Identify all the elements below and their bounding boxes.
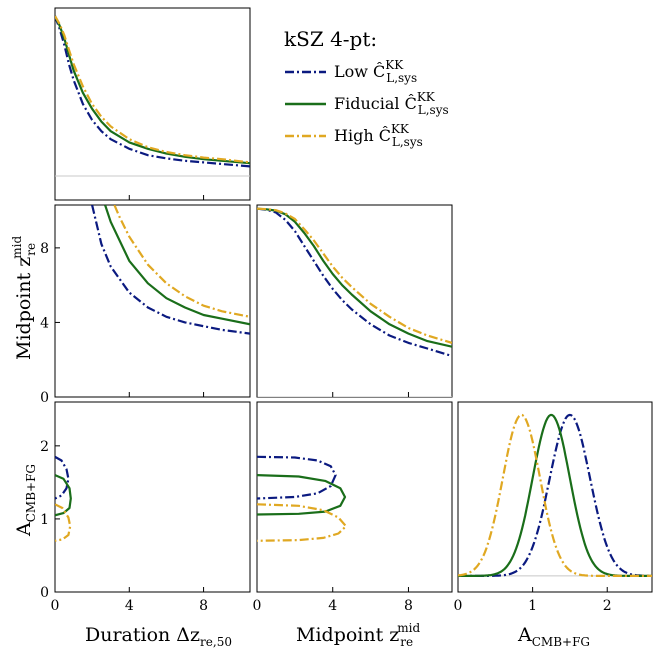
panel-amplitude-marginal-frame — [457, 401, 653, 593]
x-axis-label-duration: Duration Δzre,50 — [85, 624, 232, 649]
midpoint-x-label-sub: re — [400, 635, 413, 649]
midpoint-y-label-sub: re — [24, 243, 38, 256]
legend-entry-low: Low ĈKK L,sys — [285, 58, 417, 85]
p33-xtick-label: 0 — [454, 598, 463, 614]
p21-ytick-label: 0 — [40, 390, 49, 406]
midpoint-y-label-sup: mid — [10, 235, 24, 258]
amplitude-marginal-fiducial — [458, 413, 652, 577]
contour-amp-mid-high — [257, 503, 348, 542]
midpoint-y-label-main: Midpoint z — [13, 257, 35, 360]
contour-amp-dur-fiducial — [55, 474, 72, 517]
svg-text:Midpoint zmidre: Midpoint zmidre — [296, 621, 421, 649]
y-axis-label-midpoint: Midpoint zmidre — [10, 235, 38, 360]
midpoint-marginal-low — [257, 207, 452, 358]
contour-mid-dur-low — [91, 205, 250, 335]
p31-ytick-label: 2 — [40, 439, 49, 455]
midpoint-x-label-main: Midpoint z — [296, 624, 399, 646]
legend-label: Low ĈKK L,sys — [334, 58, 417, 85]
panel-amplitude-vs-midpoint-frame — [256, 401, 453, 593]
panel-midpoint-vs-duration: 0 4 8 — [40, 204, 251, 406]
p32-xtick-label: 4 — [328, 598, 337, 614]
panel-amplitude-vs-duration: 0 4 8 0 1 2 — [40, 401, 251, 614]
p31-ytick-label: 0 — [40, 585, 49, 601]
panel-duration-marginal-frame — [54, 7, 251, 201]
p33-xtick-label: 1 — [528, 598, 537, 614]
legend-entry-fiducial: Fiducial ĈKK L,sys — [285, 90, 449, 117]
legend-label: Fiducial ĈKK L,sys — [334, 90, 449, 117]
p33-xtick-label: 2 — [603, 598, 612, 614]
svg-text:Midpoint zmidre: Midpoint zmidre — [10, 235, 38, 360]
p21-ytick-label: 4 — [40, 315, 49, 331]
panel-duration-marginal — [54, 7, 251, 201]
panel-amplitude-vs-duration-frame — [54, 401, 251, 593]
contour-mid-dur-high — [113, 205, 250, 318]
x-axis-label-midpoint: Midpoint zmid re — [296, 621, 421, 649]
legend-entry-high: High ĈKK L,sys — [285, 122, 423, 149]
contour-mid-dur-fiducial — [104, 205, 250, 326]
y-axis-label-amplitude: ACMB+FG — [13, 464, 38, 537]
amplitude-y-label-main: A — [13, 522, 35, 537]
panel-amplitude-marginal: 0 1 2 — [454, 401, 653, 614]
contour-amp-dur-low — [55, 455, 70, 500]
duration-marginal-fiducial — [55, 15, 250, 165]
midpoint-x-label-sup: mid — [397, 621, 420, 635]
panel-midpoint-marginal-frame — [256, 204, 453, 398]
legend: kSZ 4-pt: Low ĈKK L,sys Fiducial ĈKK L,sys H… — [284, 27, 449, 149]
midpoint-marginal-fiducial — [257, 207, 452, 348]
svg-text:ACMB+FG: ACMB+FG — [13, 464, 38, 537]
svg-text:ACMB+FG: ACMB+FG — [517, 624, 590, 649]
amplitude-y-label-sub: CMB+FG — [24, 464, 38, 522]
midpoint-marginal-high — [257, 207, 452, 344]
p31-xtick-label: 0 — [51, 598, 60, 614]
panel-midpoint-marginal — [256, 204, 453, 398]
x-axis-label-amplitude: ACMB+FG — [517, 624, 590, 649]
amplitude-x-label-sub: CMB+FG — [532, 635, 590, 649]
p31-ytick-label: 1 — [40, 512, 49, 528]
legend-title: kSZ 4-pt: — [284, 27, 377, 51]
svg-text:Duration Δzre,50: Duration Δzre,50 — [85, 624, 232, 649]
amplitude-x-label-main: A — [517, 624, 532, 646]
panel-midpoint-vs-duration-frame — [54, 204, 251, 398]
duration-marginal-high — [55, 15, 250, 164]
p21-ytick-label: 8 — [40, 241, 49, 257]
legend-label: High ĈKK L,sys — [334, 122, 423, 149]
p32-xtick-label: 8 — [404, 598, 413, 614]
amplitude-marginal-low — [458, 413, 652, 577]
panel-amplitude-vs-midpoint: 0 4 8 — [253, 401, 453, 614]
duration-label-sub: re,50 — [200, 635, 232, 649]
p32-xtick-label: 0 — [253, 598, 262, 614]
contour-amp-mid-fiducial — [257, 474, 347, 516]
amplitude-marginal-high — [458, 413, 652, 577]
duration-marginal-low — [55, 15, 250, 168]
p31-xtick-label: 8 — [199, 598, 208, 614]
p31-xtick-label: 4 — [125, 598, 134, 614]
duration-label-main: Duration Δz — [85, 624, 200, 646]
contour-amp-mid-low — [257, 455, 337, 500]
contour-amp-dur-high — [55, 503, 72, 542]
